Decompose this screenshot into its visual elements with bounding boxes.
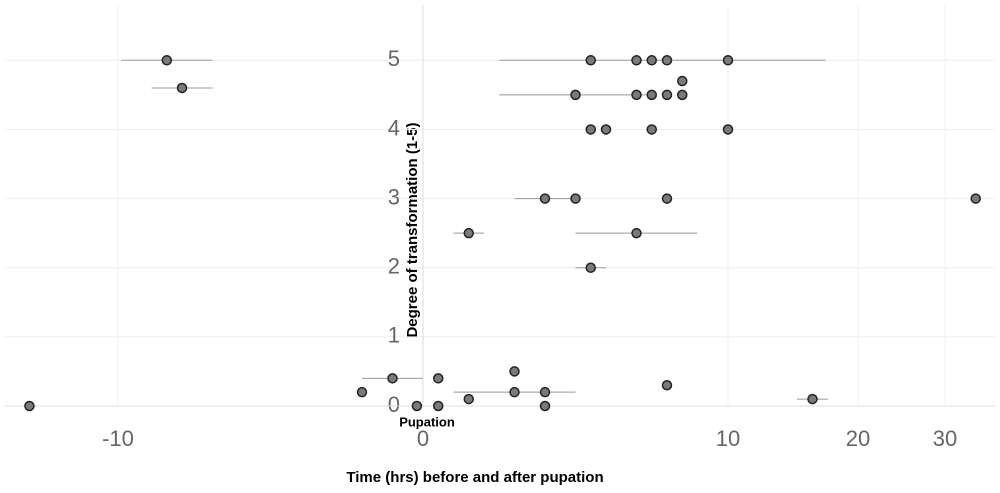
point (539, 193, 551, 204)
point (677, 89, 688, 101)
point (807, 393, 818, 405)
y-tick-label: 3 (388, 184, 400, 209)
annotation: Pupation (399, 414, 455, 429)
point (463, 393, 474, 405)
point (585, 55, 596, 66)
point (176, 82, 188, 94)
point (161, 55, 173, 66)
point (356, 386, 368, 398)
point (631, 55, 642, 66)
point (570, 193, 581, 204)
point (631, 89, 642, 101)
x-tick-label: 10 (716, 426, 740, 451)
point (585, 124, 596, 135)
y-axis-title: Degree of transformation (1-5) (404, 122, 421, 337)
point (570, 89, 581, 101)
point (661, 380, 673, 391)
x-tick-label: 0 (417, 426, 429, 451)
point (677, 75, 688, 87)
point (539, 400, 551, 412)
y-tick-label: 4 (388, 115, 400, 140)
point (433, 400, 444, 412)
point (433, 373, 444, 384)
y-tick-label: 0 (388, 392, 400, 417)
point (387, 373, 398, 384)
point (646, 55, 657, 66)
point (631, 227, 642, 239)
point (661, 55, 673, 66)
point (585, 262, 596, 273)
point (661, 89, 673, 101)
y-tick-label: 5 (388, 46, 400, 71)
point (722, 55, 734, 66)
point (600, 124, 612, 135)
x-axis-title: Time (hrs) before and after pupation (346, 469, 603, 486)
y-tick-label: 1 (388, 323, 400, 348)
x-tick-label: 20 (846, 426, 870, 451)
y-tick-label: 2 (388, 254, 400, 279)
point (970, 193, 981, 204)
point (646, 89, 657, 101)
point (411, 400, 423, 412)
point (646, 124, 657, 135)
x-tick-label: -10 (102, 426, 134, 451)
point (661, 193, 673, 204)
point (463, 227, 474, 239)
point (509, 386, 520, 398)
point (722, 124, 734, 135)
point (24, 400, 35, 412)
point (539, 386, 551, 398)
point (509, 366, 520, 377)
x-tick-label: 30 (933, 426, 957, 451)
